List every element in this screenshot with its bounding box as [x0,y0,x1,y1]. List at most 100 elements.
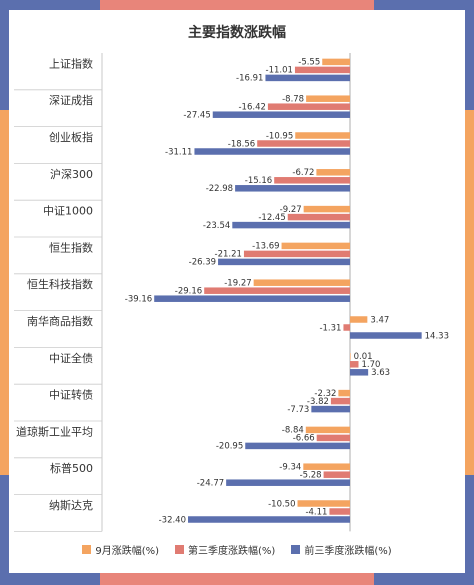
value-label: -9.27 [280,205,302,215]
value-label: -10.50 [268,499,295,509]
value-label: -18.56 [228,139,255,149]
legend-label-q3: 第三季度涨跌幅(%) [188,546,276,557]
frame-left-top-blue [0,0,9,110]
value-label: -11.01 [266,66,293,76]
bar [218,258,350,266]
category-label: 沪深300 [50,167,93,181]
category-label: 标普500 [50,461,93,475]
frame-right-orange [465,110,474,475]
category-label: 创业板指 [49,130,93,144]
bar [188,516,350,523]
legend-item-q3: 第三季度涨跌幅(%) [175,542,275,557]
chart-title: 主要指数涨跌幅 [188,25,286,41]
bar [287,213,350,221]
value-label: -10.95 [266,131,293,141]
category-label: 道琼斯工业平均 [16,424,93,438]
category-label: 恒生指数 [49,240,93,254]
value-label: -26.39 [189,258,216,268]
bar [257,140,350,147]
bar [350,316,368,323]
bar [204,287,350,294]
value-label: -3.82 [307,397,329,407]
bar [212,111,350,118]
value-label: -27.45 [183,110,210,120]
bar [232,221,350,229]
bar [226,479,350,486]
bar [311,405,350,413]
bar [316,434,350,442]
legend-item-ytd: 前三季度涨跌幅(%) [291,542,392,557]
value-label: -6.72 [292,168,314,178]
frame-left-bottom-blue [0,475,9,585]
bar [294,66,350,74]
value-label: -19.27 [224,278,251,288]
bar [303,205,350,213]
frame-left-orange [0,110,9,475]
bar [350,369,369,376]
category-label: 中证1000 [43,205,93,218]
legend-swatch-ytd [291,545,301,554]
category-label: 中证全债 [49,351,93,365]
bar [350,353,351,360]
legend-item-sep: 9月涨跌幅(%) [82,542,159,557]
value-label: -16.91 [236,74,263,84]
value-label: -1.31 [319,323,341,333]
value-label: -9.34 [279,462,301,472]
category-label: 深证成指 [49,93,93,107]
bar [267,103,350,110]
frame-bottom-right-blue [374,573,474,585]
value-label: 0.01 [354,352,373,362]
bar [297,500,350,507]
bar [274,177,350,184]
value-label: -5.28 [300,470,322,480]
bar [245,442,350,450]
category-label: 上证指数 [49,56,93,70]
value-label: -8.84 [282,426,304,436]
value-label: -22.98 [206,184,233,194]
category-label: 纳斯达克 [49,499,93,512]
value-label: -5.55 [298,58,320,68]
frame-top-salmon [100,0,374,10]
category-label: 恒生科技指数 [27,277,93,291]
bar [243,250,350,258]
value-label: -7.73 [287,405,309,415]
bar [329,508,350,515]
bar [350,332,422,339]
bar [306,95,350,102]
frame-bottom-left-blue [0,573,100,585]
bar [323,471,350,478]
value-label: 3.47 [370,315,389,325]
chart-legend: 9月涨跌幅(%) 第三季度涨跌幅(%) 前三季度涨跌幅(%) [0,542,474,557]
value-label: -32.40 [159,515,186,525]
bar [305,426,350,434]
legend-label-ytd: 前三季度涨跌幅(%) [304,546,392,557]
frame-right-bottom-blue [465,475,474,585]
value-label: 14.33 [425,331,449,341]
value-label: -39.16 [125,294,152,304]
legend-label-sep: 9月涨跌幅(%) [95,546,160,557]
value-label: -16.42 [238,102,265,112]
value-label: -15.16 [245,176,272,186]
value-label: -8.78 [282,94,304,104]
value-label: -12.45 [258,213,285,223]
category-label: 中证转债 [49,388,93,402]
bar [343,324,350,331]
bar [194,148,350,155]
value-label: -13.69 [252,242,279,252]
value-label: 3.63 [371,368,390,378]
bar [303,463,350,470]
bar [338,389,350,397]
value-label: -6.66 [293,434,315,444]
bar [322,58,350,66]
bar [235,185,350,192]
legend-swatch-sep [82,545,92,554]
value-label: -29.16 [175,286,202,296]
frame-bottom-salmon [100,573,374,585]
bar [295,132,350,139]
bar [350,361,359,368]
category-label: 南华商品指数 [27,314,93,328]
frame-right-top-blue [465,0,474,110]
value-label: -4.11 [305,507,327,517]
